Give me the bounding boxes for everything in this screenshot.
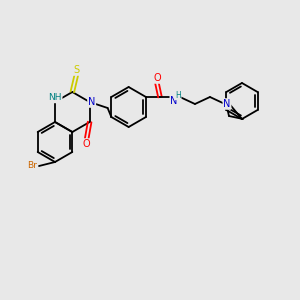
Text: N: N xyxy=(223,99,231,109)
Text: S: S xyxy=(73,65,80,75)
Text: O: O xyxy=(153,73,161,83)
Text: N: N xyxy=(88,97,95,107)
Text: H: H xyxy=(175,91,181,100)
Text: Br: Br xyxy=(27,161,37,170)
Text: N: N xyxy=(170,96,178,106)
Text: NH: NH xyxy=(48,94,62,103)
Text: O: O xyxy=(83,139,91,149)
